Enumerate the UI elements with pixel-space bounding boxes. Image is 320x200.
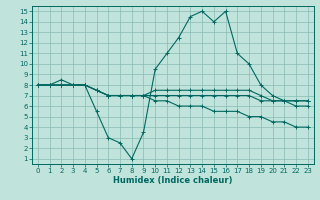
X-axis label: Humidex (Indice chaleur): Humidex (Indice chaleur) xyxy=(113,176,233,185)
